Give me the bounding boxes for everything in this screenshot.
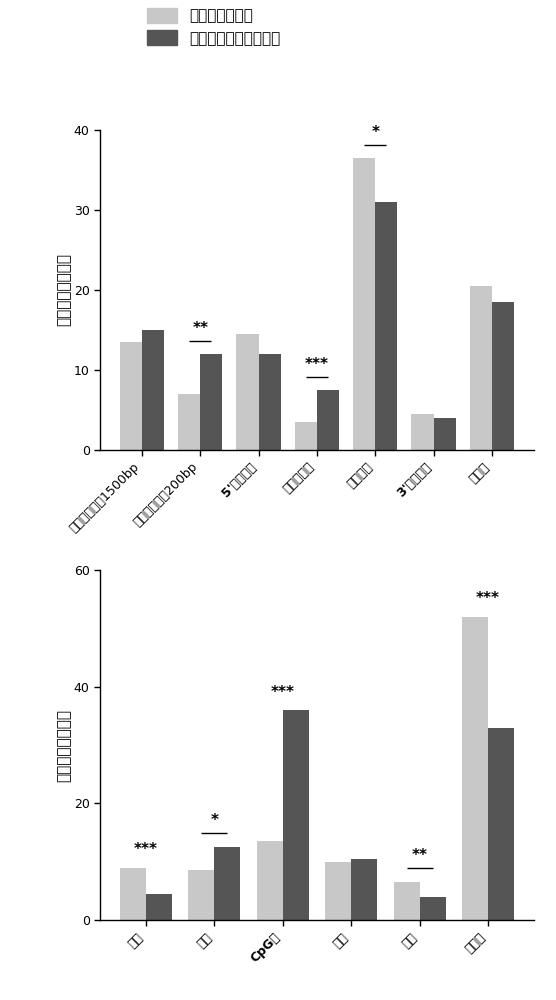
Text: ***: *** [271,684,295,700]
Bar [257,841,282,920]
Bar [120,342,142,450]
Bar [259,354,281,450]
Y-axis label: 甲基化位点百分比: 甲基化位点百分比 [56,708,71,782]
Text: ***: *** [476,591,500,606]
Text: ***: *** [134,842,158,857]
Text: ***: *** [305,357,329,372]
Bar [411,414,434,450]
Bar [214,847,240,920]
Text: *: * [371,125,379,140]
Bar [394,882,420,920]
Bar [295,422,317,450]
Bar [492,302,514,450]
Y-axis label: 甲基化位点百分比: 甲基化位点百分比 [56,253,71,326]
Bar [282,710,309,920]
Bar [178,394,200,450]
Bar [325,862,351,920]
Bar [120,867,146,920]
Legend: 差异甲基化位点, 所有分析的甲基化位点: 差异甲基化位点, 所有分析的甲基化位点 [147,8,281,46]
Text: **: ** [192,321,208,336]
Text: *: * [210,813,219,828]
Bar [200,354,222,450]
Bar [142,330,164,450]
Bar [236,334,259,450]
Bar [351,859,377,920]
Bar [434,418,456,450]
Bar [375,202,398,450]
Bar [146,894,172,920]
Bar [488,728,514,920]
Bar [462,617,488,920]
Bar [420,897,445,920]
Bar [470,286,492,450]
Bar [317,390,339,450]
Text: **: ** [411,848,428,863]
Bar [353,158,375,450]
Bar [188,870,214,920]
